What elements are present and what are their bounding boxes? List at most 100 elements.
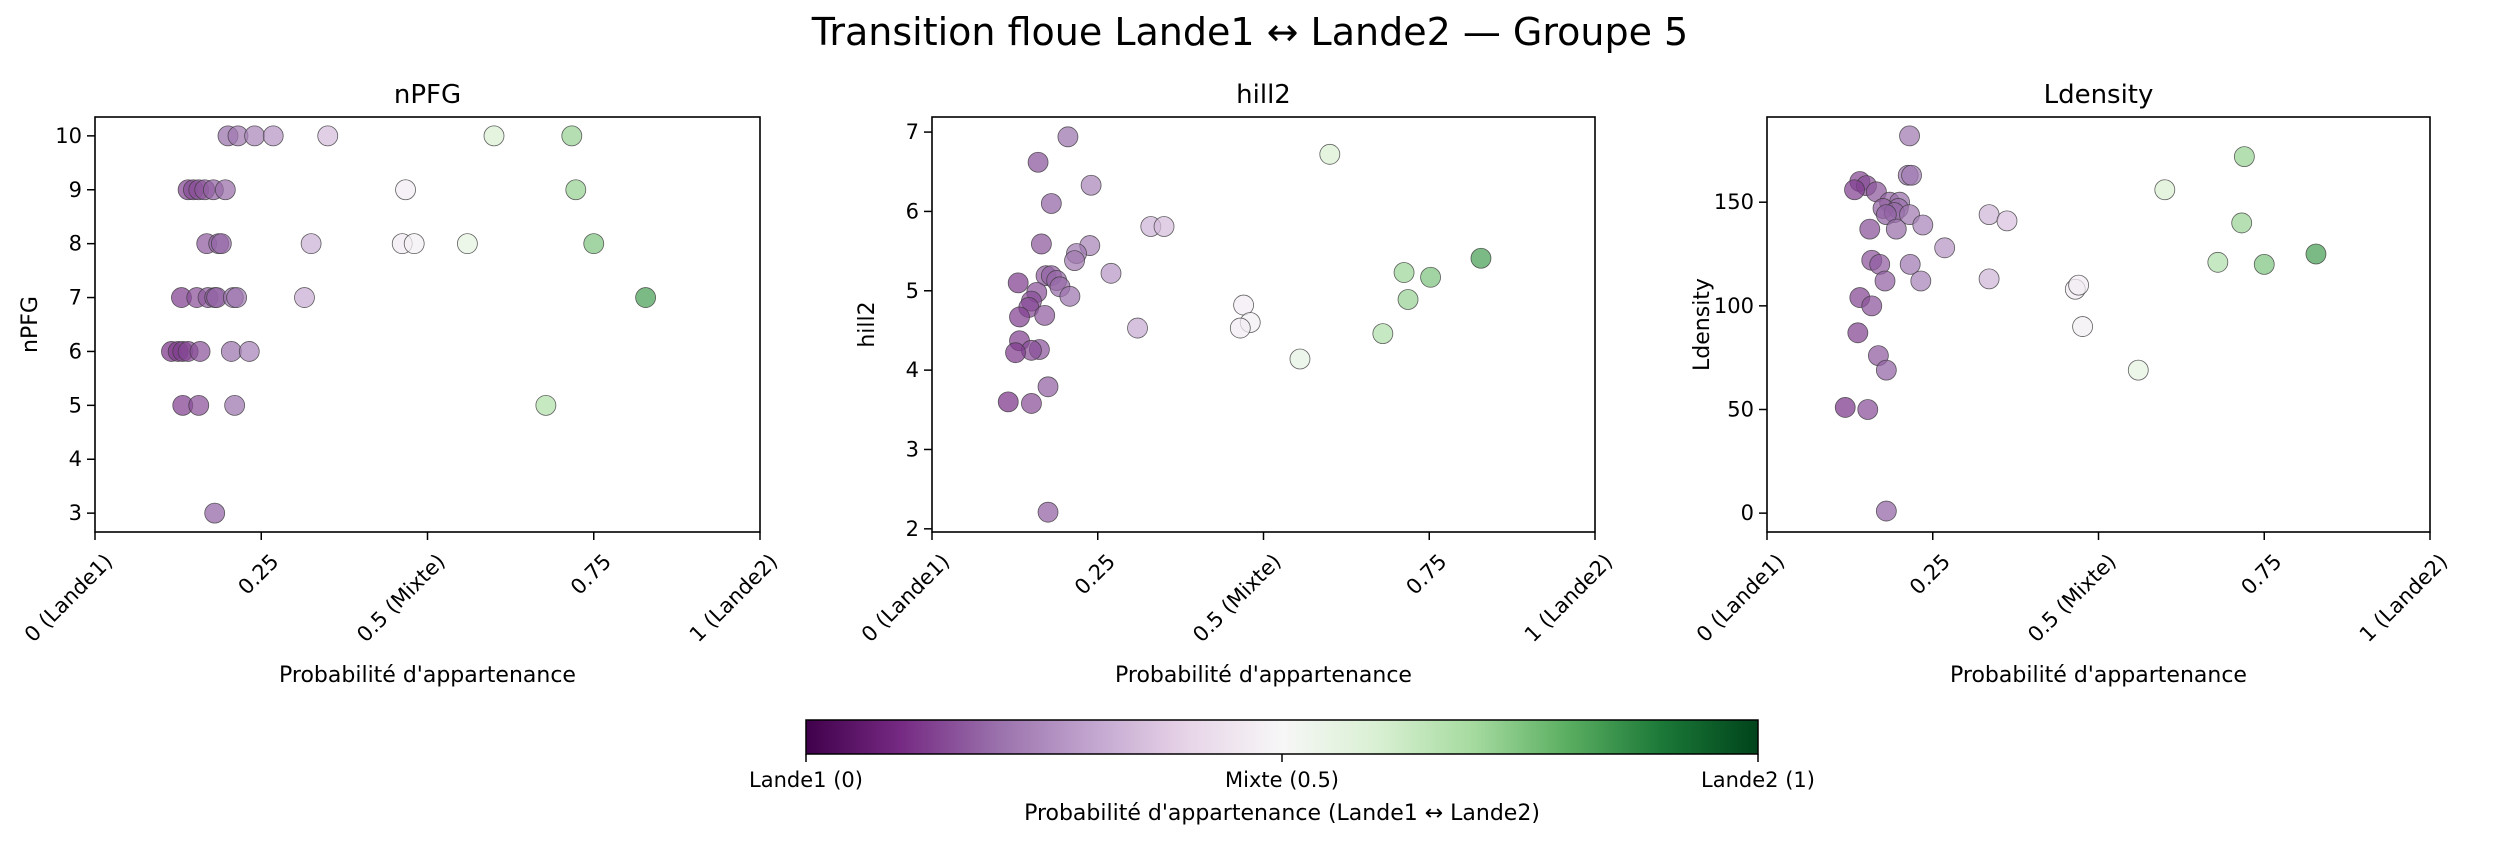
scatter-point: [2072, 316, 2093, 337]
y-tick-label: 50: [1727, 397, 1754, 421]
x-tick-label: 1 (Lande2): [1520, 549, 1618, 647]
scatter-point: [1009, 306, 1030, 328]
y-tick-label: 4: [69, 447, 82, 471]
scatter-point: [1834, 397, 1856, 418]
colorbar-tick-label: Mixte (0.5): [1225, 768, 1339, 792]
x-tick-label: 0.75: [566, 549, 616, 599]
scatter-point: [1978, 204, 2000, 226]
scatter-point: [244, 125, 266, 147]
scatter-point: [1910, 270, 1932, 292]
y-axis-label: nPFG: [18, 296, 43, 353]
panels: nPFG 0 (Lande1) 0.25 0.5 (Mixte) 0.75 1 (Land…: [18, 80, 2452, 688]
scatter-point: [1057, 126, 1079, 148]
y-tick-label: 5: [69, 393, 82, 417]
scatter-point: [1005, 342, 1026, 364]
x-tick-label: 0.25: [1905, 549, 1955, 599]
scatter-point: [226, 287, 248, 308]
scatter-point: [1847, 322, 1869, 344]
scatter-point: [1059, 285, 1081, 307]
scatter-point: [1319, 143, 1341, 165]
y-tick-label: 10: [55, 124, 82, 148]
scatter-point: [1007, 272, 1029, 294]
scatter-point: [2231, 212, 2253, 234]
y-tick-label: 6: [69, 339, 82, 363]
scatter-point: [1037, 501, 1059, 523]
scatter-point: [1861, 295, 1883, 317]
x-axis-label: Probabilité d'appartenance: [1115, 663, 1412, 688]
scatter-point: [1021, 393, 1042, 414]
y-tick-label: 8: [69, 232, 82, 256]
panel-title: nPFG: [394, 80, 461, 110]
scatter-point: [224, 394, 246, 416]
scatter-point: [1372, 323, 1394, 345]
panel-ldensity: Ldensity 0 (Lande1) 0.25 0.5 (Mixte) 0.75 1 (…: [1690, 80, 2452, 688]
scatter-point: [1934, 237, 1956, 259]
scatter-point: [1064, 250, 1085, 272]
scatter-point: [1040, 193, 1062, 214]
y-tick-label: 5: [906, 279, 919, 303]
scatter-point: [220, 341, 242, 362]
axes-frame: [94, 116, 761, 533]
scatter-point: [294, 287, 315, 308]
scatter-points: [997, 126, 1492, 523]
x-tick-label: 0 (Lande1): [20, 549, 118, 647]
x-tick-label: 0.75: [1401, 549, 1451, 599]
scatter-point: [2207, 251, 2229, 273]
y-tick-label: 9: [69, 178, 82, 202]
scatter-point: [1420, 266, 1441, 288]
x-tick-label: 0.5 (Mixte): [352, 549, 450, 647]
scatter-point: [583, 233, 605, 255]
scatter-point: [997, 391, 1019, 413]
scatter-point: [188, 394, 210, 416]
scatter-point: [2127, 359, 2149, 381]
scatter-point: [635, 287, 657, 308]
scatter-point: [535, 394, 557, 416]
scatter-point: [565, 179, 587, 201]
colorbar-tick-label: Lande1 (0): [749, 768, 863, 792]
x-tick-label: 0 (Lande1): [1692, 549, 1790, 647]
scatter-point: [300, 233, 322, 255]
x-tick-label: 0 (Lande1): [857, 549, 955, 647]
scatter-point: [317, 125, 339, 147]
scatter-point: [1859, 218, 1881, 240]
scatter-point: [1978, 268, 2000, 290]
scatter-point: [483, 125, 505, 147]
scatter-point: [1127, 317, 1148, 339]
scatter-point: [1289, 348, 1311, 370]
panel-title: Ldensity: [2044, 80, 2154, 110]
scatter-point: [2253, 253, 2275, 275]
scatter-point: [1857, 399, 1879, 420]
scatter-point: [1034, 304, 1056, 326]
y-axis-label: Ldensity: [1690, 278, 1715, 371]
scatter-point: [1030, 233, 1052, 255]
scatter-point: [1874, 270, 1896, 292]
y-axis-label: hill2: [855, 301, 880, 347]
x-tick-label: 1 (Lande2): [685, 549, 783, 647]
scatter-point: [561, 125, 583, 147]
x-tick-label: 0.25: [233, 549, 283, 599]
x-tick-label: 0.25: [1070, 549, 1120, 599]
x-tick-label: 0.5 (Mixte): [1188, 549, 1286, 647]
y-tick-label: 3: [69, 501, 82, 525]
x-tick-label: 1 (Lande2): [2355, 549, 2453, 647]
scatter-point: [1100, 262, 1122, 284]
scatter-point: [1027, 151, 1049, 173]
scatter-point: [403, 233, 425, 255]
scatter-point: [1899, 253, 1921, 275]
scatter-point: [262, 125, 284, 147]
panel-title: hill2: [1236, 80, 1291, 110]
y-tick-label: 7: [69, 286, 82, 310]
scatter-point: [210, 233, 232, 255]
scatter-point: [204, 502, 226, 524]
scatter-point: [189, 341, 211, 362]
x-axis-label: Probabilité d'appartenance: [279, 663, 576, 688]
scatter-point: [1912, 214, 1934, 236]
y-tick-label: 0: [1741, 501, 1754, 525]
scatter-point: [214, 179, 236, 201]
y-tick-label: 4: [906, 358, 919, 382]
scatter-point: [1885, 218, 1907, 240]
scatter-point: [1037, 376, 1059, 398]
y-tick-label: 100: [1714, 294, 1754, 318]
scatter-point: [456, 233, 478, 255]
